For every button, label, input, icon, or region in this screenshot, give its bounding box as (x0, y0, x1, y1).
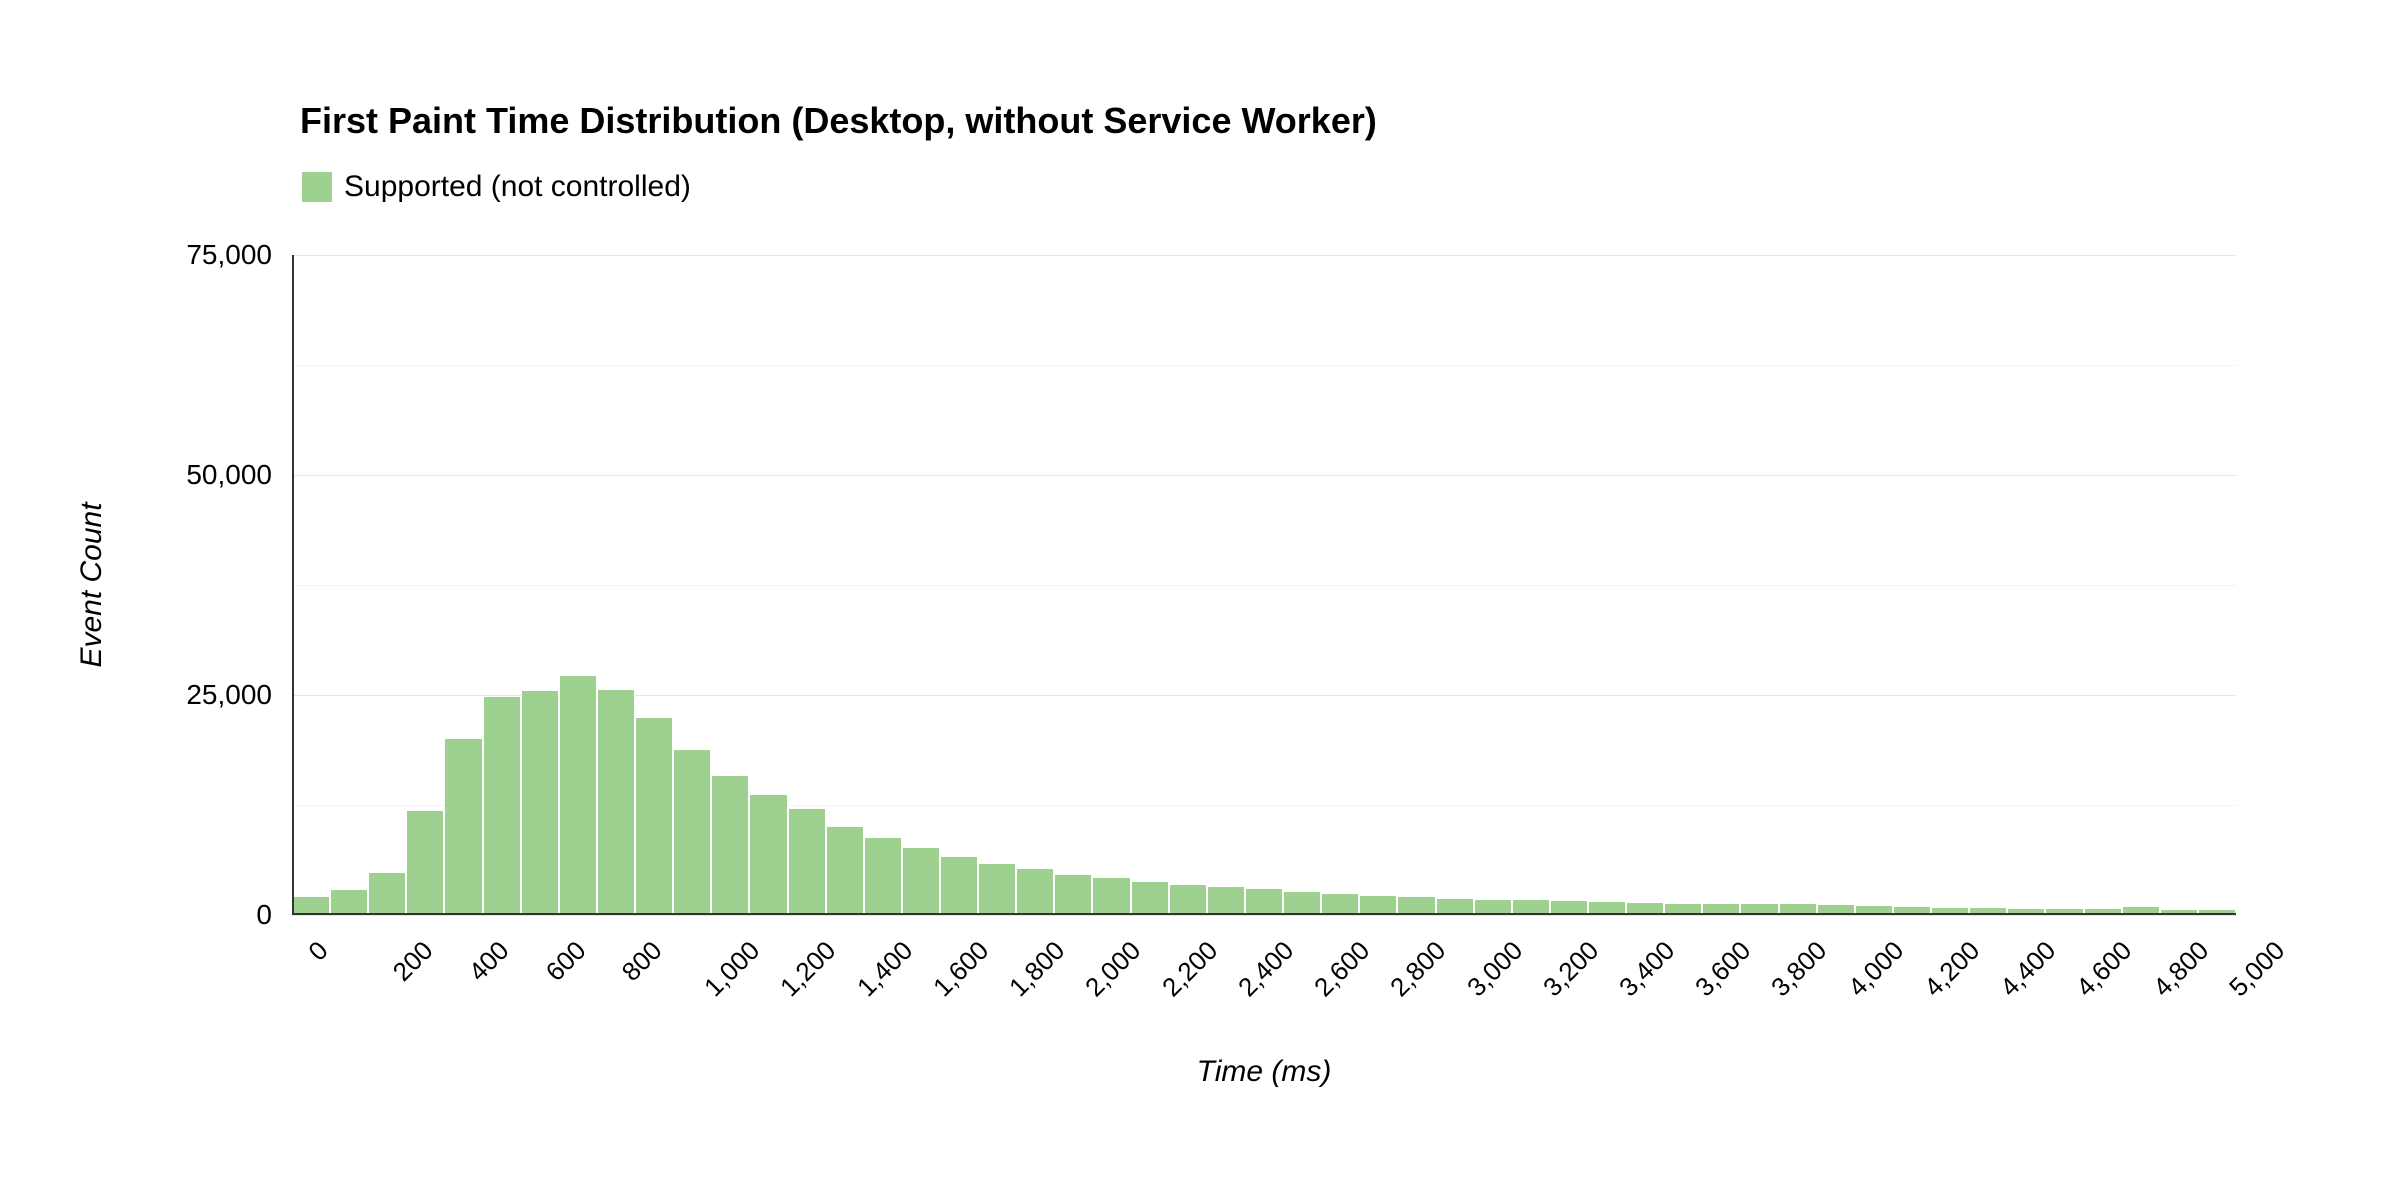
y-tick-label: 75,000 (152, 239, 272, 271)
x-tick-label: 2,400 (1232, 935, 1300, 1003)
chart-container: First Paint Time Distribution (Desktop, … (0, 0, 2400, 1200)
y-axis-line (292, 255, 294, 915)
x-tick-label: 400 (463, 935, 516, 988)
histogram-bar (635, 718, 673, 915)
x-tick-label: 4,800 (2147, 935, 2215, 1003)
x-tick-label: 4,000 (1842, 935, 1910, 1003)
histogram-bar (749, 795, 787, 915)
histogram-bar (1321, 894, 1359, 915)
histogram-bar (902, 848, 940, 915)
plot-area (292, 255, 2236, 915)
x-tick-label: 1,000 (698, 935, 766, 1003)
x-tick-label: 200 (387, 935, 440, 988)
histogram-bar (864, 838, 902, 915)
histogram-bar (368, 873, 406, 915)
histogram-bar (406, 811, 444, 915)
x-tick-label: 0 (302, 935, 334, 967)
gridline-minor (292, 365, 2236, 366)
y-tick-label: 0 (152, 899, 272, 931)
gridline-major (292, 255, 2236, 256)
histogram-bar (940, 857, 978, 915)
histogram-bar (673, 750, 711, 915)
histogram-bar (483, 697, 521, 915)
x-tick-label: 1,400 (851, 935, 919, 1003)
y-tick-label: 25,000 (152, 679, 272, 711)
x-tick-label: 2,800 (1384, 935, 1452, 1003)
histogram-bar (330, 890, 368, 915)
histogram-bar (1016, 869, 1054, 915)
legend: Supported (not controlled) (302, 170, 691, 204)
histogram-bar (597, 690, 635, 915)
histogram-bar (444, 739, 482, 915)
x-tick-label: 3,400 (1613, 935, 1681, 1003)
x-axis-line (292, 913, 2236, 915)
x-tick-label: 1,200 (774, 935, 842, 1003)
y-tick-label: 50,000 (152, 459, 272, 491)
histogram-bar (978, 864, 1016, 915)
histogram-bar (1054, 875, 1092, 915)
x-tick-label: 4,200 (1918, 935, 1986, 1003)
histogram-bar (1207, 887, 1245, 915)
x-tick-label: 5,000 (2223, 935, 2291, 1003)
x-tick-label: 4,400 (1994, 935, 2062, 1003)
x-tick-label: 3,600 (1689, 935, 1757, 1003)
histogram-bar (826, 827, 864, 915)
histogram-bar (1283, 892, 1321, 915)
histogram-bar (1092, 878, 1130, 915)
x-tick-label: 1,800 (1003, 935, 1071, 1003)
x-tick-label: 3,000 (1461, 935, 1529, 1003)
x-tick-label: 4,600 (2070, 935, 2138, 1003)
x-tick-label: 3,200 (1537, 935, 1605, 1003)
x-axis-title: Time (ms) (1197, 1055, 1332, 1089)
histogram-bar (521, 691, 559, 915)
histogram-bar (1169, 885, 1207, 915)
histogram-bar (788, 809, 826, 915)
x-tick-label: 2,000 (1079, 935, 1147, 1003)
gridline-major (292, 915, 2236, 916)
x-tick-label: 2,600 (1308, 935, 1376, 1003)
x-tick-label: 2,200 (1156, 935, 1224, 1003)
x-tick-label: 600 (539, 935, 592, 988)
histogram-bar (1245, 889, 1283, 915)
x-tick-label: 800 (616, 935, 669, 988)
x-tick-label: 3,800 (1766, 935, 1834, 1003)
histogram-bar (711, 776, 749, 915)
gridline-major (292, 475, 2236, 476)
histogram-bar (559, 676, 597, 915)
x-tick-label: 1,600 (927, 935, 995, 1003)
y-axis-title: Event Count (75, 502, 109, 667)
chart-title: First Paint Time Distribution (Desktop, … (300, 100, 1377, 142)
legend-swatch (302, 172, 332, 202)
histogram-bar (1131, 882, 1169, 915)
gridline-minor (292, 585, 2236, 586)
legend-label: Supported (not controlled) (344, 170, 691, 204)
